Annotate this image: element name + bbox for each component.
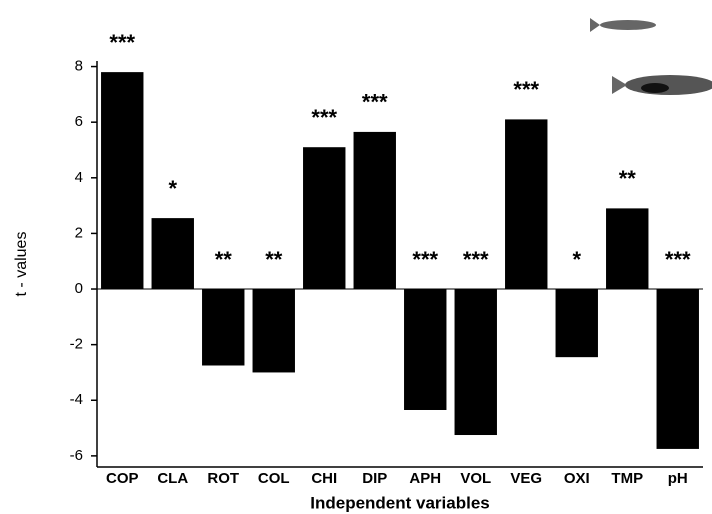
significance-label: ** xyxy=(619,166,637,191)
significance-label: ** xyxy=(265,247,283,272)
x-tick-label: COL xyxy=(258,470,290,487)
y-tick-label: 4 xyxy=(75,169,83,186)
y-tick-label: 8 xyxy=(75,58,83,75)
significance-label: *** xyxy=(109,30,135,55)
y-tick-label: -2 xyxy=(70,336,83,353)
x-tick-label: CHI xyxy=(311,470,337,487)
bar xyxy=(151,218,194,290)
x-tick-label: TMP xyxy=(611,470,643,487)
x-tick-label: COP xyxy=(106,470,139,487)
bar xyxy=(252,289,295,373)
x-axis-label: Independent variables xyxy=(310,493,490,512)
bar xyxy=(404,289,447,410)
y-axis-label: t - values xyxy=(13,232,30,297)
x-tick-label: pH xyxy=(668,470,688,487)
bar xyxy=(303,147,346,290)
y-tick-label: 6 xyxy=(75,113,83,130)
bar xyxy=(353,131,396,290)
bar xyxy=(606,208,649,290)
significance-label: *** xyxy=(311,105,337,130)
significance-label: *** xyxy=(362,90,388,115)
x-tick-label: CLA xyxy=(157,470,188,487)
bar xyxy=(101,72,144,290)
x-tick-label: APH xyxy=(409,470,441,487)
significance-label: *** xyxy=(665,247,691,272)
significance-label: *** xyxy=(463,247,489,272)
y-tick-label: -6 xyxy=(70,447,83,464)
fish-illustration xyxy=(590,18,712,95)
y-tick-label: 2 xyxy=(75,224,83,241)
significance-label: * xyxy=(572,247,581,272)
significance-label: *** xyxy=(513,77,539,102)
significance-label: ** xyxy=(215,247,233,272)
bar xyxy=(202,289,245,366)
x-tick-label: OXI xyxy=(564,470,590,487)
significance-label: *** xyxy=(412,247,438,272)
x-tick-label: VEG xyxy=(510,470,542,487)
bar xyxy=(656,289,699,449)
x-tick-label: VOL xyxy=(460,470,491,487)
bar xyxy=(555,289,598,358)
bar xyxy=(454,289,497,436)
bar xyxy=(505,119,548,290)
y-tick-label: -4 xyxy=(70,391,83,408)
significance-label: * xyxy=(168,176,177,201)
y-tick-label: 0 xyxy=(75,280,83,297)
x-tick-label: ROT xyxy=(207,470,239,487)
x-tick-label: DIP xyxy=(362,470,387,487)
